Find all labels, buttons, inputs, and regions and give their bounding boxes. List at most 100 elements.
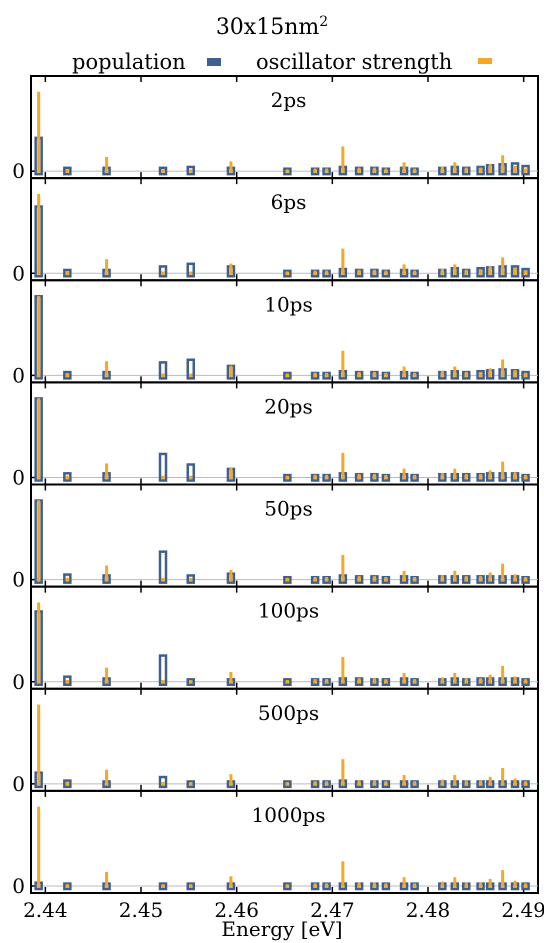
oscillator-strength-dot xyxy=(513,679,517,684)
oscillator-strength-bar xyxy=(37,602,41,683)
oscillator-strength-dot xyxy=(36,271,41,276)
oscillator-strength-bar xyxy=(341,248,345,275)
oscillator-strength-bar xyxy=(402,366,406,377)
oscillator-strength-dot xyxy=(188,782,193,786)
oscillator-strength-dot xyxy=(452,169,457,173)
oscillator-strength-dot xyxy=(324,679,329,684)
population-bar xyxy=(158,265,168,278)
oscillator-strength-dot xyxy=(104,169,109,173)
oscillator-strength-dot xyxy=(313,271,317,276)
y-tick-label-0: 0 xyxy=(12,261,25,285)
oscillator-strength-bar xyxy=(453,366,457,377)
oscillator-strength-dot xyxy=(188,679,193,684)
population-bar xyxy=(158,550,168,584)
oscillator-strength-dot xyxy=(412,373,417,378)
population-bar xyxy=(158,452,168,482)
oscillator-strength-dot xyxy=(523,475,528,480)
oscillator-strength-bar xyxy=(488,266,492,275)
oscillator-strength-dot xyxy=(384,475,388,480)
oscillator-strength-dot xyxy=(513,884,517,888)
oscillator-strength-bar xyxy=(37,704,41,785)
oscillator-strength-bar xyxy=(229,263,233,275)
oscillator-strength-bar xyxy=(513,778,517,785)
oscillator-strength-dot xyxy=(324,884,329,888)
oscillator-strength-bar xyxy=(488,572,492,581)
oscillator-strength-bar xyxy=(501,257,505,275)
oscillator-strength-dot xyxy=(285,884,290,888)
oscillator-strength-dot xyxy=(488,475,492,480)
oscillator-strength-dot xyxy=(412,271,417,276)
oscillator-strength-dot xyxy=(229,884,233,888)
oscillator-strength-dot xyxy=(372,373,377,378)
oscillator-strength-dot xyxy=(464,884,469,888)
oscillator-strength-dot xyxy=(357,169,361,173)
oscillator-strength-dot xyxy=(36,884,41,888)
oscillator-strength-bar xyxy=(37,296,41,377)
y-tick-label-0: 0 xyxy=(12,874,25,898)
oscillator-strength-bar xyxy=(229,774,233,785)
panel-500ps: 0 500ps xyxy=(12,687,539,796)
oscillator-strength-dot xyxy=(500,782,505,786)
oscillator-strength-dot xyxy=(285,679,290,684)
oscillator-strength-bar xyxy=(453,775,457,785)
oscillator-strength-dot xyxy=(402,475,406,480)
oscillator-strength-dot xyxy=(452,475,457,480)
oscillator-strength-dot xyxy=(523,679,528,684)
oscillator-strength-dot xyxy=(464,679,469,684)
oscillator-strength-dot xyxy=(513,782,517,786)
oscillator-strength-dot xyxy=(372,884,377,888)
oscillator-strength-dot xyxy=(464,271,469,276)
oscillator-strength-dot xyxy=(478,169,483,173)
oscillator-strength-bar xyxy=(453,264,457,275)
panel-6ps: 0 6ps xyxy=(12,177,539,285)
panel-20ps: 0 20ps xyxy=(12,381,539,490)
oscillator-strength-dot xyxy=(412,782,417,786)
oscillator-strength-dot xyxy=(402,679,406,684)
oscillator-strength-dot xyxy=(500,679,505,684)
panel-2ps: 0 2ps xyxy=(12,75,539,183)
oscillator-strength-dot xyxy=(372,782,377,786)
oscillator-strength-dot xyxy=(513,475,517,480)
oscillator-strength-bar xyxy=(341,452,345,479)
oscillator-strength-dot xyxy=(161,884,165,888)
oscillator-strength-dot xyxy=(161,169,165,173)
population-bar xyxy=(158,654,168,686)
oscillator-strength-dot xyxy=(452,884,457,888)
oscillator-strength-bar xyxy=(488,878,492,887)
oscillator-strength-dot xyxy=(188,271,193,276)
oscillator-strength-dot xyxy=(452,271,457,276)
oscillator-strength-bar xyxy=(402,672,406,683)
panel-label: 500ps xyxy=(258,701,319,725)
oscillator-strength-dot xyxy=(513,271,517,276)
oscillator-strength-dot xyxy=(402,169,406,173)
oscillator-strength-dot xyxy=(372,475,377,480)
oscillator-strength-dot xyxy=(384,169,388,173)
oscillator-strength-dot xyxy=(412,884,417,888)
oscillator-strength-dot xyxy=(104,884,109,888)
oscillator-strength-dot xyxy=(440,679,445,684)
oscillator-strength-dot xyxy=(36,577,41,582)
oscillator-strength-dot xyxy=(161,373,165,378)
oscillator-strength-bar xyxy=(37,500,41,581)
oscillator-strength-dot xyxy=(313,782,317,786)
oscillator-strength-dot xyxy=(188,373,193,378)
oscillator-strength-bar xyxy=(341,554,345,581)
oscillator-strength-dot xyxy=(285,169,290,173)
oscillator-strength-dot xyxy=(36,679,41,684)
panels-group: 0 2ps 0 6ps 0 10ps 0 20ps 0 50ps 0 100ps 0 500ps 0 1000… xyxy=(12,75,539,898)
y-tick-label-0: 0 xyxy=(12,772,25,796)
oscillator-strength-dot xyxy=(440,475,445,480)
oscillator-strength-dot xyxy=(478,577,483,582)
x-tick-label: 2.47 xyxy=(310,898,355,922)
x-tick-label: 2.46 xyxy=(214,898,259,922)
x-tick-label: 2.45 xyxy=(119,898,164,922)
oscillator-strength-bar xyxy=(229,365,233,377)
oscillator-strength-dot xyxy=(313,679,317,684)
panel-label: 50ps xyxy=(264,497,313,521)
x-tick-label: 2.49 xyxy=(501,898,544,922)
oscillator-strength-dot xyxy=(500,577,505,582)
oscillator-strength-dot xyxy=(464,475,469,480)
oscillator-strength-dot xyxy=(104,577,109,582)
oscillator-strength-dot xyxy=(384,373,388,378)
oscillator-strength-bar xyxy=(229,161,233,173)
